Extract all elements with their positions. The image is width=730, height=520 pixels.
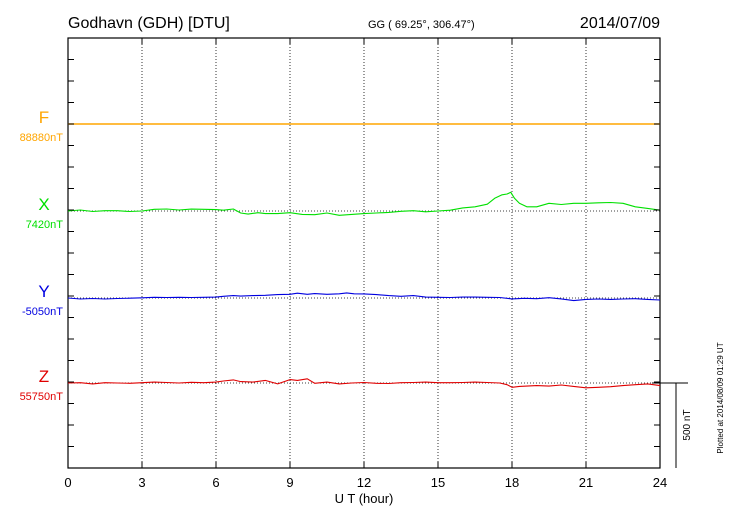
series-name-Y: Y [38, 282, 49, 301]
xtick-label-21: 21 [579, 475, 593, 490]
xtick-label-6: 6 [212, 475, 219, 490]
y-axis-tick-marks [68, 59, 660, 447]
xtick-label-18: 18 [505, 475, 519, 490]
series-baseline-F: 88880nT [20, 132, 64, 144]
series-labels: F 88880nT X 7420nT Y -5050nT Z 55750nT [20, 108, 64, 403]
chart-title: Godhavn (GDH) [DTU] [68, 15, 230, 32]
series-line-Z [67, 378, 661, 389]
xtick-label-0: 0 [64, 475, 71, 490]
series-name-Z: Z [39, 367, 49, 386]
series-name-X: X [38, 195, 49, 214]
series-baseline-Z: 55750nT [20, 391, 64, 403]
scale-bar-label: 500 nT [682, 409, 693, 440]
chart-date: 2014/07/09 [580, 15, 660, 32]
series-baseline-X: 7420nT [26, 219, 64, 231]
x-axis-label: U T (hour) [335, 491, 394, 506]
xtick-label-12: 12 [357, 475, 371, 490]
xtick-label-24: 24 [653, 475, 667, 490]
scale-bar: 500 nT [652, 382, 693, 468]
x-axis-ticks: 0 3 6 9 12 15 18 21 24 [64, 38, 667, 490]
xtick-label-15: 15 [431, 475, 445, 490]
vertical-gridlines [141, 38, 587, 468]
series-line-X [67, 191, 661, 216]
series-line-Y [67, 292, 661, 302]
plotted-timestamp: Plotted at 2014/08/09 01:29 UT [716, 342, 725, 453]
series-name-F: F [39, 108, 49, 127]
series-baseline-Y: -5050nT [22, 306, 63, 318]
station-coordinates: GG ( 69.25°, 306.47°) [368, 19, 475, 31]
xtick-label-3: 3 [138, 475, 145, 490]
plot-frame [67, 37, 661, 469]
series-lines [67, 123, 661, 389]
xtick-label-9: 9 [286, 475, 293, 490]
